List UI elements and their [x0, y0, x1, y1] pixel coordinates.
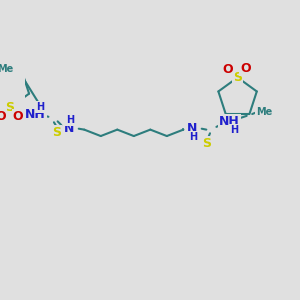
Text: S: S: [52, 126, 61, 139]
Text: S: S: [233, 71, 242, 84]
Text: O: O: [241, 62, 251, 75]
Text: O: O: [13, 110, 23, 123]
Text: O: O: [222, 63, 233, 76]
Text: H: H: [230, 124, 238, 135]
Text: S: S: [5, 101, 14, 114]
Text: Me: Me: [0, 64, 14, 74]
Text: H: H: [36, 102, 44, 112]
Text: NH: NH: [25, 108, 46, 122]
Text: NH: NH: [219, 115, 240, 128]
Text: Me: Me: [256, 107, 272, 117]
Text: N: N: [64, 122, 75, 135]
Text: O: O: [0, 110, 6, 123]
Text: H: H: [189, 132, 197, 142]
Text: H: H: [66, 116, 74, 125]
Text: N: N: [188, 122, 198, 135]
Text: S: S: [202, 137, 211, 150]
